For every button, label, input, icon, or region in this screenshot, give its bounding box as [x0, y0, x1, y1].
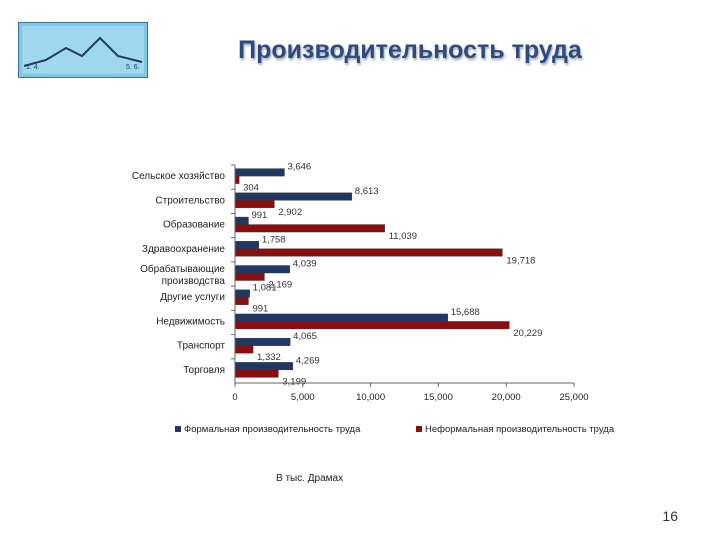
x-tick-label: 5,000	[291, 392, 315, 403]
category-label: Другие услуги	[160, 292, 225, 303]
logo-right-text: 5. 6.	[126, 64, 140, 71]
x-tick-label: 25,000	[559, 392, 588, 403]
logo-graphic: 1. 4. 5. 6.	[17, 21, 149, 79]
legend-label-formal: Формальная производительность труда	[184, 424, 361, 435]
value-label-informal: 11,039	[389, 231, 417, 242]
value-label-formal: 3,646	[287, 162, 311, 173]
value-label-formal: 4,065	[293, 331, 317, 342]
category-label: Транспорт	[177, 341, 226, 352]
bar-informal	[234, 272, 265, 281]
bar-formal	[234, 337, 291, 346]
value-label-informal: 2,169	[268, 280, 292, 291]
bar-informal	[234, 297, 249, 305]
bar-informal	[234, 224, 385, 233]
bar-informal	[234, 175, 240, 184]
value-label-informal: 991	[252, 304, 268, 315]
value-label-informal: 20,229	[513, 328, 542, 339]
bar-formal	[234, 362, 294, 371]
value-label-formal: 4,269	[296, 355, 320, 366]
logo-left-text: 1. 4.	[26, 64, 40, 71]
legend-label-informal: Неформальная производительность труда	[425, 424, 615, 435]
bar-formal	[234, 216, 249, 225]
slide-title: Производительность труда	[238, 36, 582, 64]
value-label-formal: 8,613	[355, 186, 379, 197]
category-label: Недвижимость	[156, 316, 225, 327]
legend-item-informal: Неформальная производительность труда	[416, 424, 614, 435]
bar-formal	[234, 265, 290, 274]
value-label-formal: 991	[251, 210, 267, 221]
legend-swatch-formal	[175, 426, 181, 433]
category-label: Строительство	[155, 195, 225, 206]
category-label: Торговля	[183, 365, 225, 376]
value-label-formal: 4,039	[293, 259, 317, 270]
value-label-informal: 304	[243, 183, 259, 194]
bar-formal	[234, 192, 352, 201]
x-tick-label: 20,000	[492, 392, 521, 403]
value-label-informal: 1,332	[257, 352, 281, 363]
value-label-formal: 1,081	[253, 283, 277, 294]
bar-informal	[234, 369, 279, 378]
x-tick-label: 10,000	[356, 392, 385, 403]
x-tick-label: 0	[232, 392, 237, 403]
units-note: В тыс. Драмах	[276, 473, 344, 484]
category-label: Образование	[163, 219, 225, 231]
bar-formal	[234, 289, 250, 298]
bar-informal	[234, 200, 275, 209]
x-tick-label: 15,000	[424, 392, 453, 403]
bar-formal	[234, 313, 448, 322]
value-label-informal: 2,902	[278, 207, 302, 218]
category-label: Сельское хозяйство	[132, 171, 226, 182]
bar-formal	[234, 168, 285, 177]
value-label-informal: 19,718	[506, 255, 535, 266]
value-label-formal: 1,758	[262, 234, 286, 245]
bar-informal	[234, 345, 254, 354]
value-label-informal: 3,199	[282, 376, 306, 387]
category-label: Обрабатывающие производства	[140, 263, 225, 287]
legend-swatch-informal	[416, 426, 422, 433]
value-label-formal: 15,688	[451, 307, 480, 318]
legend-item-formal: Формальная производительность труда	[175, 424, 360, 435]
bar-formal	[234, 241, 260, 249]
page-number: 16	[662, 508, 678, 524]
logo: 1. 4. 5. 6.	[17, 21, 149, 79]
category-label: Здравоохранение	[142, 244, 226, 255]
bar-informal	[234, 321, 510, 330]
bar-informal	[234, 248, 503, 257]
